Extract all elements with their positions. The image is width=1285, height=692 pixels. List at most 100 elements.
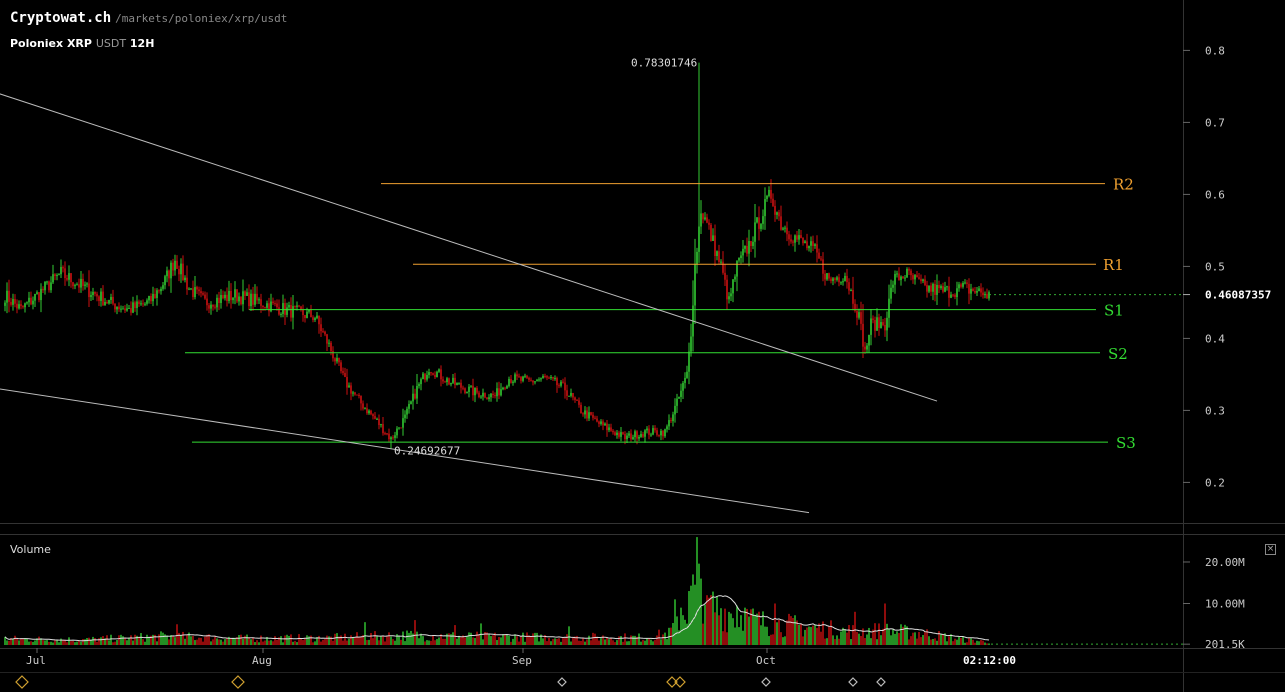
volume-bar (700, 578, 702, 645)
volume-bar (108, 640, 110, 645)
candle-body (360, 395, 362, 404)
candle-body (816, 244, 818, 253)
candle-body (364, 408, 366, 410)
volume-bar (828, 626, 830, 645)
candle-body (888, 298, 890, 318)
volume-bar (730, 613, 732, 645)
lower-trendline[interactable] (0, 388, 810, 514)
upper-trendline[interactable] (0, 93, 938, 402)
volume-bar (230, 638, 232, 645)
volume-bar (420, 633, 422, 645)
volume-bar (414, 620, 416, 645)
price-panel[interactable] (4, 62, 990, 449)
volume-bar (644, 640, 646, 645)
candle-body (670, 420, 672, 422)
candle-body (522, 376, 524, 381)
volume-bar (724, 608, 726, 645)
market-path[interactable]: /markets/poloniex/xrp/usdt (115, 12, 288, 25)
price-tick-label: 0.3 (1205, 404, 1225, 417)
volume-bar (416, 631, 418, 645)
candle-body (300, 306, 302, 310)
level-label-s3: S3 (1116, 434, 1136, 452)
candle-body (770, 189, 772, 199)
candle-body (744, 245, 746, 249)
volume-bar (250, 639, 252, 645)
event-marker-icon[interactable] (15, 675, 29, 689)
volume-bar (500, 637, 502, 645)
event-marker-icon[interactable] (761, 677, 771, 687)
volume-bar (584, 641, 586, 645)
volume-bar (800, 623, 802, 645)
volume-bar (906, 626, 908, 645)
event-marker-icon[interactable] (848, 677, 858, 687)
volume-bar (850, 639, 852, 645)
candle-body (528, 377, 530, 380)
event-marker-icon[interactable] (876, 677, 886, 687)
event-marker-icon[interactable] (557, 677, 567, 687)
candle-body (196, 287, 198, 290)
volume-bar (436, 639, 438, 645)
volume-bar (262, 641, 264, 645)
volume-bar (818, 623, 820, 645)
candle-body (372, 414, 374, 417)
event-marker-icon[interactable] (674, 676, 686, 688)
candle-body (278, 307, 280, 315)
candle-body (930, 285, 932, 292)
candle-body (192, 288, 194, 298)
interval-label[interactable]: 12H (129, 37, 155, 50)
volume-bar (944, 633, 946, 645)
candle-body (510, 378, 512, 383)
site-name[interactable]: Cryptowat.ch (10, 10, 112, 26)
volume-bar (848, 624, 850, 645)
volume-bar (770, 634, 772, 645)
volume-bar (956, 639, 958, 645)
volume-bar (322, 639, 324, 645)
candle-body (936, 284, 938, 295)
candle-body (14, 299, 16, 304)
volume-bar (968, 637, 970, 645)
candle-body (240, 296, 242, 305)
candle-body (230, 290, 232, 301)
volume-bar (614, 642, 616, 645)
volume-bar (982, 640, 984, 645)
volume-bar (442, 638, 444, 645)
candle-body (386, 433, 388, 435)
volume-bar (590, 640, 592, 645)
candle-body (32, 300, 34, 305)
volume-bar (948, 636, 950, 645)
volume-bar (606, 637, 608, 645)
candle-body (596, 418, 598, 422)
close-volume-panel-icon[interactable]: × (1265, 544, 1276, 555)
volume-bar (580, 640, 582, 645)
event-marker-icon[interactable] (666, 676, 678, 688)
candle-body (906, 269, 908, 278)
candle-body (392, 437, 394, 439)
volume-panel[interactable] (4, 537, 1183, 645)
volume-bar (918, 631, 920, 645)
site-brand[interactable]: Cryptowat.ch/markets/poloniex/xrp/usdt (10, 10, 287, 26)
volume-bar (60, 638, 62, 645)
candle-body (686, 371, 688, 378)
volume-bar (696, 537, 698, 645)
candle-body (412, 393, 414, 402)
candle-body (390, 437, 392, 440)
candle-body (728, 296, 730, 300)
volume-bar (744, 607, 746, 645)
candle-body (344, 372, 346, 377)
candle-body (358, 395, 360, 397)
volume-bar (466, 635, 468, 645)
candle-body (22, 305, 24, 308)
candle-body (868, 334, 870, 346)
volume-bar (760, 625, 762, 645)
candle-body (772, 198, 774, 206)
volume-bar (280, 636, 282, 645)
volume-bar (318, 635, 320, 645)
candle-body (438, 369, 440, 372)
exchange-name: Poloniex (10, 37, 64, 50)
event-marker-icon[interactable] (231, 675, 245, 689)
candle-body (138, 301, 140, 305)
candle-body (674, 405, 676, 415)
candle-body (724, 272, 726, 280)
volume-bar (424, 641, 426, 645)
